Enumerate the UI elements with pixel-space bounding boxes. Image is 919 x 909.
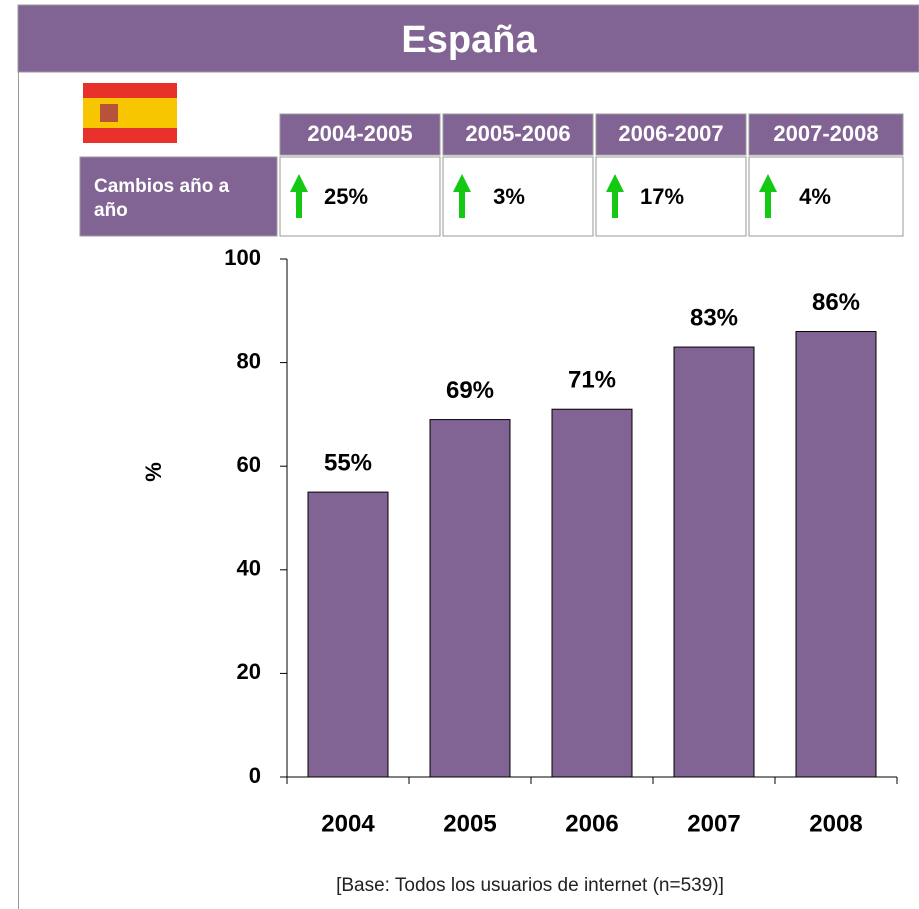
row-label-cell — [79, 156, 278, 237]
up-arrow — [606, 174, 624, 218]
x-tick-label: 2005 — [443, 810, 496, 837]
change-value: 25% — [324, 184, 368, 209]
y-tick-label: 60 — [237, 452, 261, 477]
header-cell — [595, 113, 747, 156]
bar — [429, 419, 511, 778]
x-tick-label: 2007 — [687, 810, 740, 837]
up-arrow — [453, 174, 471, 218]
data-label: 86% — [812, 289, 860, 316]
value-cell — [442, 156, 594, 237]
value-cell — [595, 156, 747, 237]
data-label: 69% — [446, 377, 494, 404]
change-value: 4% — [799, 184, 831, 209]
bar — [551, 408, 633, 778]
header-label: 2004-2005 — [307, 121, 412, 146]
data-label: 55% — [324, 449, 372, 476]
title: España — [401, 19, 537, 61]
footnote: [Base: Todos los usuarios de internet (n… — [336, 875, 724, 896]
up-arrow — [759, 174, 777, 218]
row-label-line: Cambios año a — [94, 176, 230, 197]
flag-stripe — [83, 98, 177, 128]
y-tick-label: 80 — [237, 348, 261, 373]
header-label: 2006-2007 — [618, 121, 723, 146]
data-label: 71% — [568, 367, 616, 394]
change-value: 17% — [640, 184, 684, 209]
bar — [795, 331, 877, 778]
bar — [307, 491, 389, 778]
x-tick-label: 2004 — [321, 810, 375, 837]
flag-stripe — [83, 128, 177, 143]
value-cell — [748, 156, 904, 237]
x-tick-label: 2008 — [809, 810, 862, 837]
y-tick-label: 100 — [224, 245, 261, 270]
header-label: 2005-2006 — [465, 121, 570, 146]
row-label: Cambios año a año — [94, 176, 230, 221]
flag-emblem — [100, 104, 118, 122]
data-label: 83% — [690, 304, 738, 331]
y-axis-label: % — [141, 462, 166, 482]
header-label: 2007-2008 — [773, 121, 878, 146]
y-tick-label: 20 — [237, 659, 261, 684]
title-bar — [17, 4, 919, 73]
header-cell — [279, 113, 441, 156]
change-value: 3% — [493, 184, 525, 209]
flag — [83, 83, 177, 143]
up-arrow — [290, 174, 308, 218]
header-cell — [442, 113, 594, 156]
y-tick-label: 40 — [237, 556, 261, 581]
flag-stripe — [83, 83, 177, 98]
bar — [673, 346, 755, 778]
value-cell — [279, 156, 441, 237]
x-tick-label: 2006 — [565, 810, 618, 837]
y-tick-label: 0 — [249, 763, 261, 788]
row-label-line: año — [94, 200, 128, 221]
header-cell — [748, 113, 904, 156]
